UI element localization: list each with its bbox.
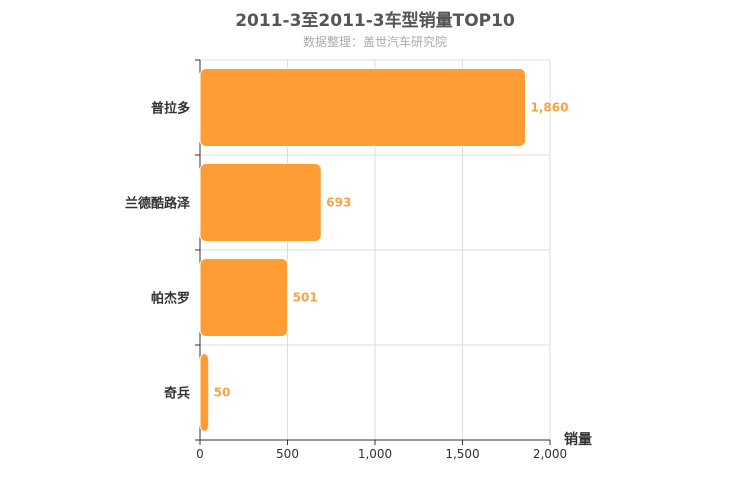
- chart-title: 2011-3至2011-3车型销量TOP10: [235, 11, 515, 31]
- y-category-label: 奇兵: [164, 386, 190, 402]
- bar: [199, 68, 526, 147]
- x-axis-title: 销量: [564, 431, 592, 448]
- bar: [199, 163, 322, 242]
- x-tick-label: 500: [276, 447, 299, 461]
- x-tick-label: 2,000: [533, 447, 567, 461]
- bar-value-label: 1,860: [531, 101, 569, 115]
- x-tick-label: 1,500: [445, 447, 479, 461]
- bar: [199, 353, 210, 432]
- bar: [199, 258, 289, 337]
- bar-value-label: 693: [326, 196, 351, 210]
- chart-subtitle: 数据整理：盖世汽车研究院: [302, 35, 447, 49]
- y-category-label: 帕杰罗: [151, 291, 190, 307]
- y-category-label: 兰德酷路泽: [125, 196, 191, 212]
- bar-value-label: 50: [214, 386, 231, 400]
- x-tick-label: 1,000: [358, 447, 392, 461]
- bar-value-label: 501: [293, 291, 318, 305]
- x-tick-label: 0: [196, 447, 204, 461]
- y-category-label: 普拉多: [151, 101, 190, 117]
